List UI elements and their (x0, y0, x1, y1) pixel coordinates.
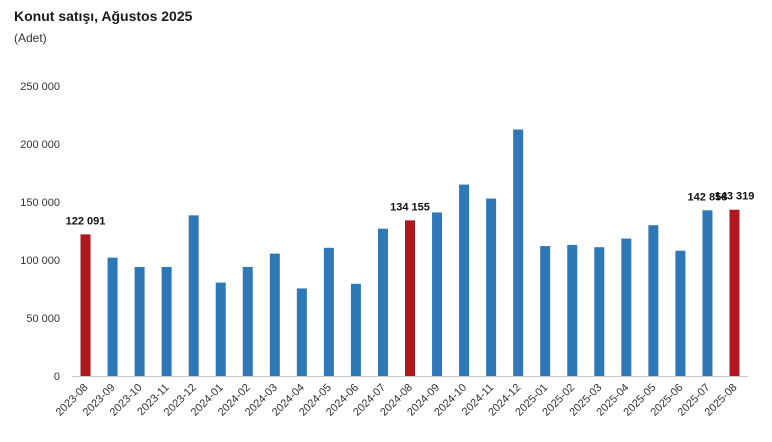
bar (486, 198, 497, 376)
bar (405, 220, 415, 376)
bar (161, 266, 172, 376)
bar (621, 238, 632, 376)
bar (513, 129, 524, 376)
chart-title: Konut satışı, Ağustos 2025 (14, 8, 193, 24)
bar (648, 225, 659, 376)
bars (80, 129, 740, 376)
chart-subtitle: (Adet) (14, 31, 47, 45)
y-tick-label: 50 000 (26, 313, 60, 325)
bar (107, 257, 118, 376)
bar (323, 247, 334, 376)
y-axis: 0 50 000 100 000 150 000 200 000 250 000 (20, 81, 60, 383)
y-tick-label: 100 000 (20, 255, 60, 267)
bar (188, 215, 199, 376)
data-label: 134 155 (390, 201, 430, 213)
bar (567, 244, 578, 376)
bar (242, 266, 253, 376)
bar (432, 212, 443, 376)
data-label: 122 091 (66, 215, 106, 227)
y-tick-label: 150 000 (20, 197, 60, 209)
bar (675, 250, 686, 376)
bar (459, 184, 470, 376)
bar (80, 234, 91, 376)
bar (296, 288, 307, 376)
y-tick-label: 250 000 (20, 81, 60, 93)
data-label: 142 858 (688, 191, 728, 203)
bar (134, 266, 145, 376)
bar (594, 247, 605, 376)
bar (377, 228, 388, 376)
bar (729, 209, 740, 376)
y-tick-label: 0 (54, 371, 60, 383)
data-label: 143 319 (715, 191, 755, 203)
bar (540, 246, 551, 376)
bar (350, 283, 361, 376)
bar (702, 210, 713, 376)
y-tick-label: 200 000 (20, 139, 60, 151)
bar (215, 282, 226, 376)
bar (269, 253, 280, 376)
x-axis: 2023-082023-092023-102023-112023-122024-… (54, 376, 748, 419)
